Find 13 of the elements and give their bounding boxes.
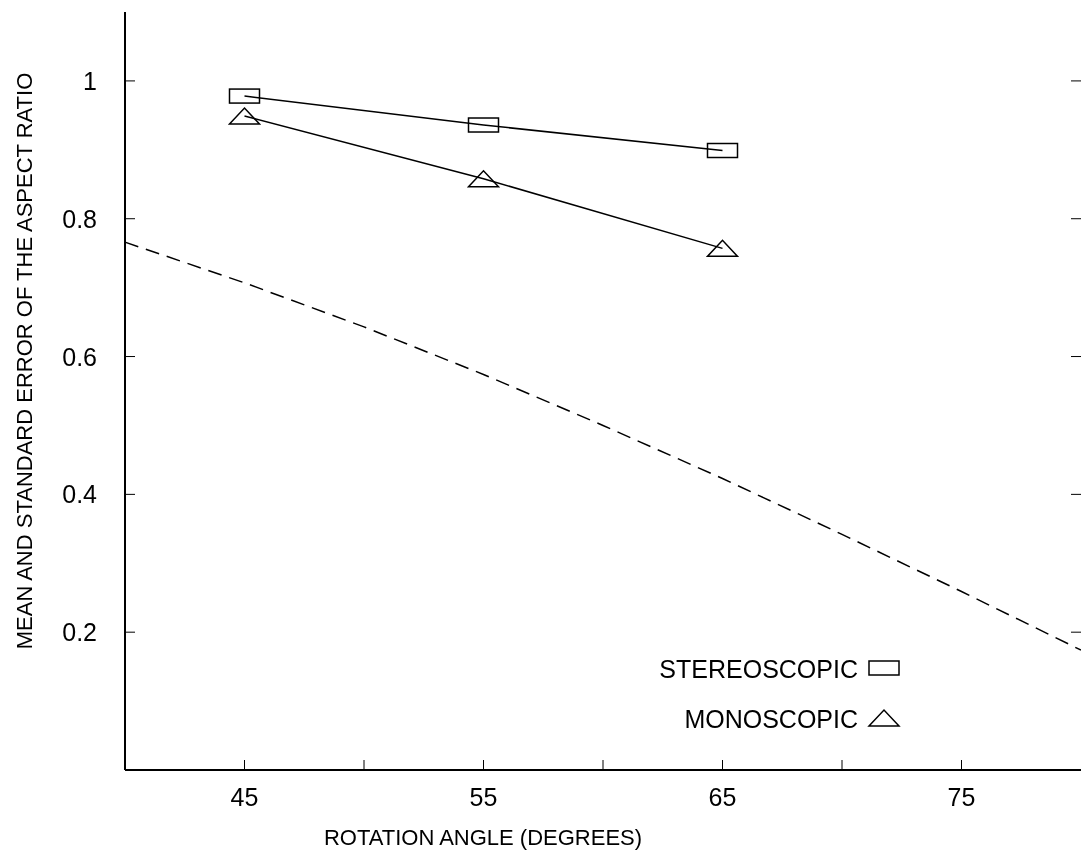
x-tick-label: 75 xyxy=(947,783,976,811)
y-tick-label: 0.6 xyxy=(62,342,97,371)
y-tick-label: 0.4 xyxy=(62,480,98,509)
y-tick-label: 0.2 xyxy=(62,618,97,647)
x-tick-label: 65 xyxy=(708,783,737,811)
x-tick-label: 45 xyxy=(230,783,259,811)
x-axis-title: ROTATION ANGLE (DEGREES) xyxy=(323,825,643,850)
legend-label: STEREOSCOPIC xyxy=(659,655,858,683)
x-tick-label: 55 xyxy=(469,783,498,811)
y-tick-label: 1 xyxy=(83,66,97,95)
legend-label: MONOSCOPIC xyxy=(684,705,858,733)
y-tick-label: 0.8 xyxy=(62,204,97,233)
y-axis-title: MEAN AND STANDARD ERROR OF THE ASPECT RATIO xyxy=(12,72,37,650)
